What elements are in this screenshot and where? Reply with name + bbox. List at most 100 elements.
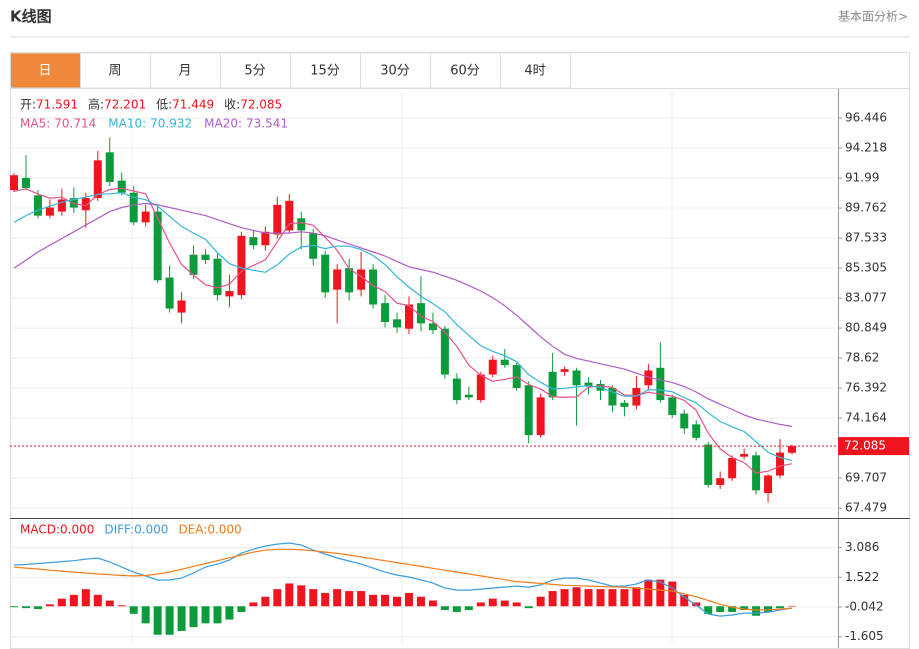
candle-body — [608, 387, 617, 406]
candle-body — [105, 152, 114, 182]
macd-bar — [165, 606, 174, 635]
macd-bar — [464, 606, 473, 611]
tab-label[interactable]: 日 — [38, 64, 51, 79]
candle-body — [728, 458, 737, 479]
macd-bar — [369, 594, 378, 607]
macd-bar — [297, 585, 306, 607]
macd-bar — [500, 600, 509, 607]
macd-bar — [93, 594, 102, 607]
macd-bar — [345, 591, 354, 607]
legend-value: 73.541 — [246, 117, 288, 131]
candle-body — [249, 237, 258, 246]
y-tick-label: 87.533 — [845, 231, 887, 245]
y-tick-label: 1.522 — [845, 570, 879, 584]
macd-bar — [381, 594, 390, 607]
macd-bar — [668, 581, 677, 607]
candle-body — [524, 385, 533, 436]
info-value: 71.591 — [36, 98, 78, 112]
macd-bar — [45, 604, 54, 607]
candle-body — [668, 397, 677, 415]
macd-bar — [704, 606, 713, 614]
tab-label[interactable]: 月 — [178, 64, 191, 79]
legend-label: MA10: — [108, 117, 146, 131]
candle-body — [225, 291, 234, 297]
candle-body — [357, 269, 366, 290]
legend-value: 70.932 — [150, 117, 192, 131]
candle-body — [488, 359, 497, 375]
candle-body — [10, 175, 18, 191]
y-tick-label: 74.164 — [845, 411, 887, 425]
macd-bar — [440, 606, 449, 611]
y-tick-label: 76.392 — [845, 381, 887, 395]
tab[interactable] — [290, 52, 361, 89]
macd-bar — [776, 606, 785, 609]
candle-body — [788, 446, 796, 453]
macd-bar — [213, 606, 222, 624]
macd-bar — [692, 602, 701, 607]
candle-body — [740, 453, 749, 457]
tab[interactable] — [80, 52, 151, 89]
line-series — [13, 187, 793, 474]
candle-body — [404, 304, 413, 329]
candle-body — [177, 300, 186, 313]
line-series — [13, 548, 793, 611]
tab[interactable] — [500, 52, 571, 89]
macd-bar — [81, 589, 90, 607]
tab-label[interactable]: 4时 — [524, 64, 545, 79]
y-tick-label: 67.479 — [845, 501, 887, 515]
candle-body — [153, 211, 162, 281]
macd-bar — [309, 589, 318, 607]
candle-body — [584, 382, 593, 387]
candle-body — [548, 371, 557, 398]
info-label: 高: — [88, 97, 104, 112]
y-tick-label: -1.605 — [845, 629, 884, 643]
tab[interactable] — [150, 52, 221, 89]
info-value: 71.449 — [172, 98, 214, 112]
line-series — [13, 192, 793, 462]
macd-bar — [117, 605, 126, 607]
macd-bar — [620, 589, 629, 607]
macd-bar — [452, 606, 461, 612]
macd-bar — [141, 606, 150, 624]
macd-bar — [404, 592, 413, 607]
candle-body — [716, 478, 725, 485]
legend-label: DEA: — [178, 523, 207, 537]
legend-label: MA5: — [20, 117, 50, 131]
last-price-label: 72.085 — [844, 439, 886, 453]
macd-bar — [33, 606, 42, 610]
tab-label[interactable]: 15分 — [310, 64, 340, 79]
tab-label[interactable]: 周 — [108, 64, 121, 79]
candle-body — [21, 177, 30, 189]
candle-body — [117, 180, 126, 193]
y-tick-label: 83.077 — [845, 291, 887, 305]
candle-body — [345, 268, 354, 293]
macd-bar — [393, 596, 402, 607]
candle-body — [704, 444, 713, 485]
candle-body — [237, 235, 246, 296]
macd-bar — [608, 589, 617, 607]
candle-body — [333, 269, 342, 290]
info-label: 低: — [156, 98, 172, 112]
page-title: K线图 — [10, 8, 52, 26]
y-tick-label: 94.218 — [845, 141, 887, 155]
candle-body — [369, 269, 378, 305]
tab-label[interactable]: 5分 — [244, 64, 265, 79]
info-label: 开: — [20, 98, 36, 112]
macd-bar — [644, 579, 653, 607]
y-tick-label: -0.042 — [845, 600, 884, 614]
macd-bar — [237, 606, 246, 612]
fundamental-link[interactable]: 基本面分析> — [838, 10, 908, 24]
y-tick-label: 3.086 — [845, 540, 879, 554]
candle-body — [464, 394, 473, 398]
legend-value: 70.714 — [54, 117, 96, 131]
tab-label[interactable]: 30分 — [380, 64, 410, 79]
macd-bar — [596, 589, 605, 607]
y-tick-label: 85.305 — [845, 261, 887, 275]
legend-label: MACD: — [20, 523, 60, 537]
candle-body — [644, 370, 653, 386]
tab[interactable] — [10, 52, 81, 89]
candle-body — [428, 323, 437, 331]
line-series — [13, 202, 793, 428]
tab-label[interactable]: 60分 — [450, 64, 480, 79]
macd-bar — [716, 606, 725, 612]
